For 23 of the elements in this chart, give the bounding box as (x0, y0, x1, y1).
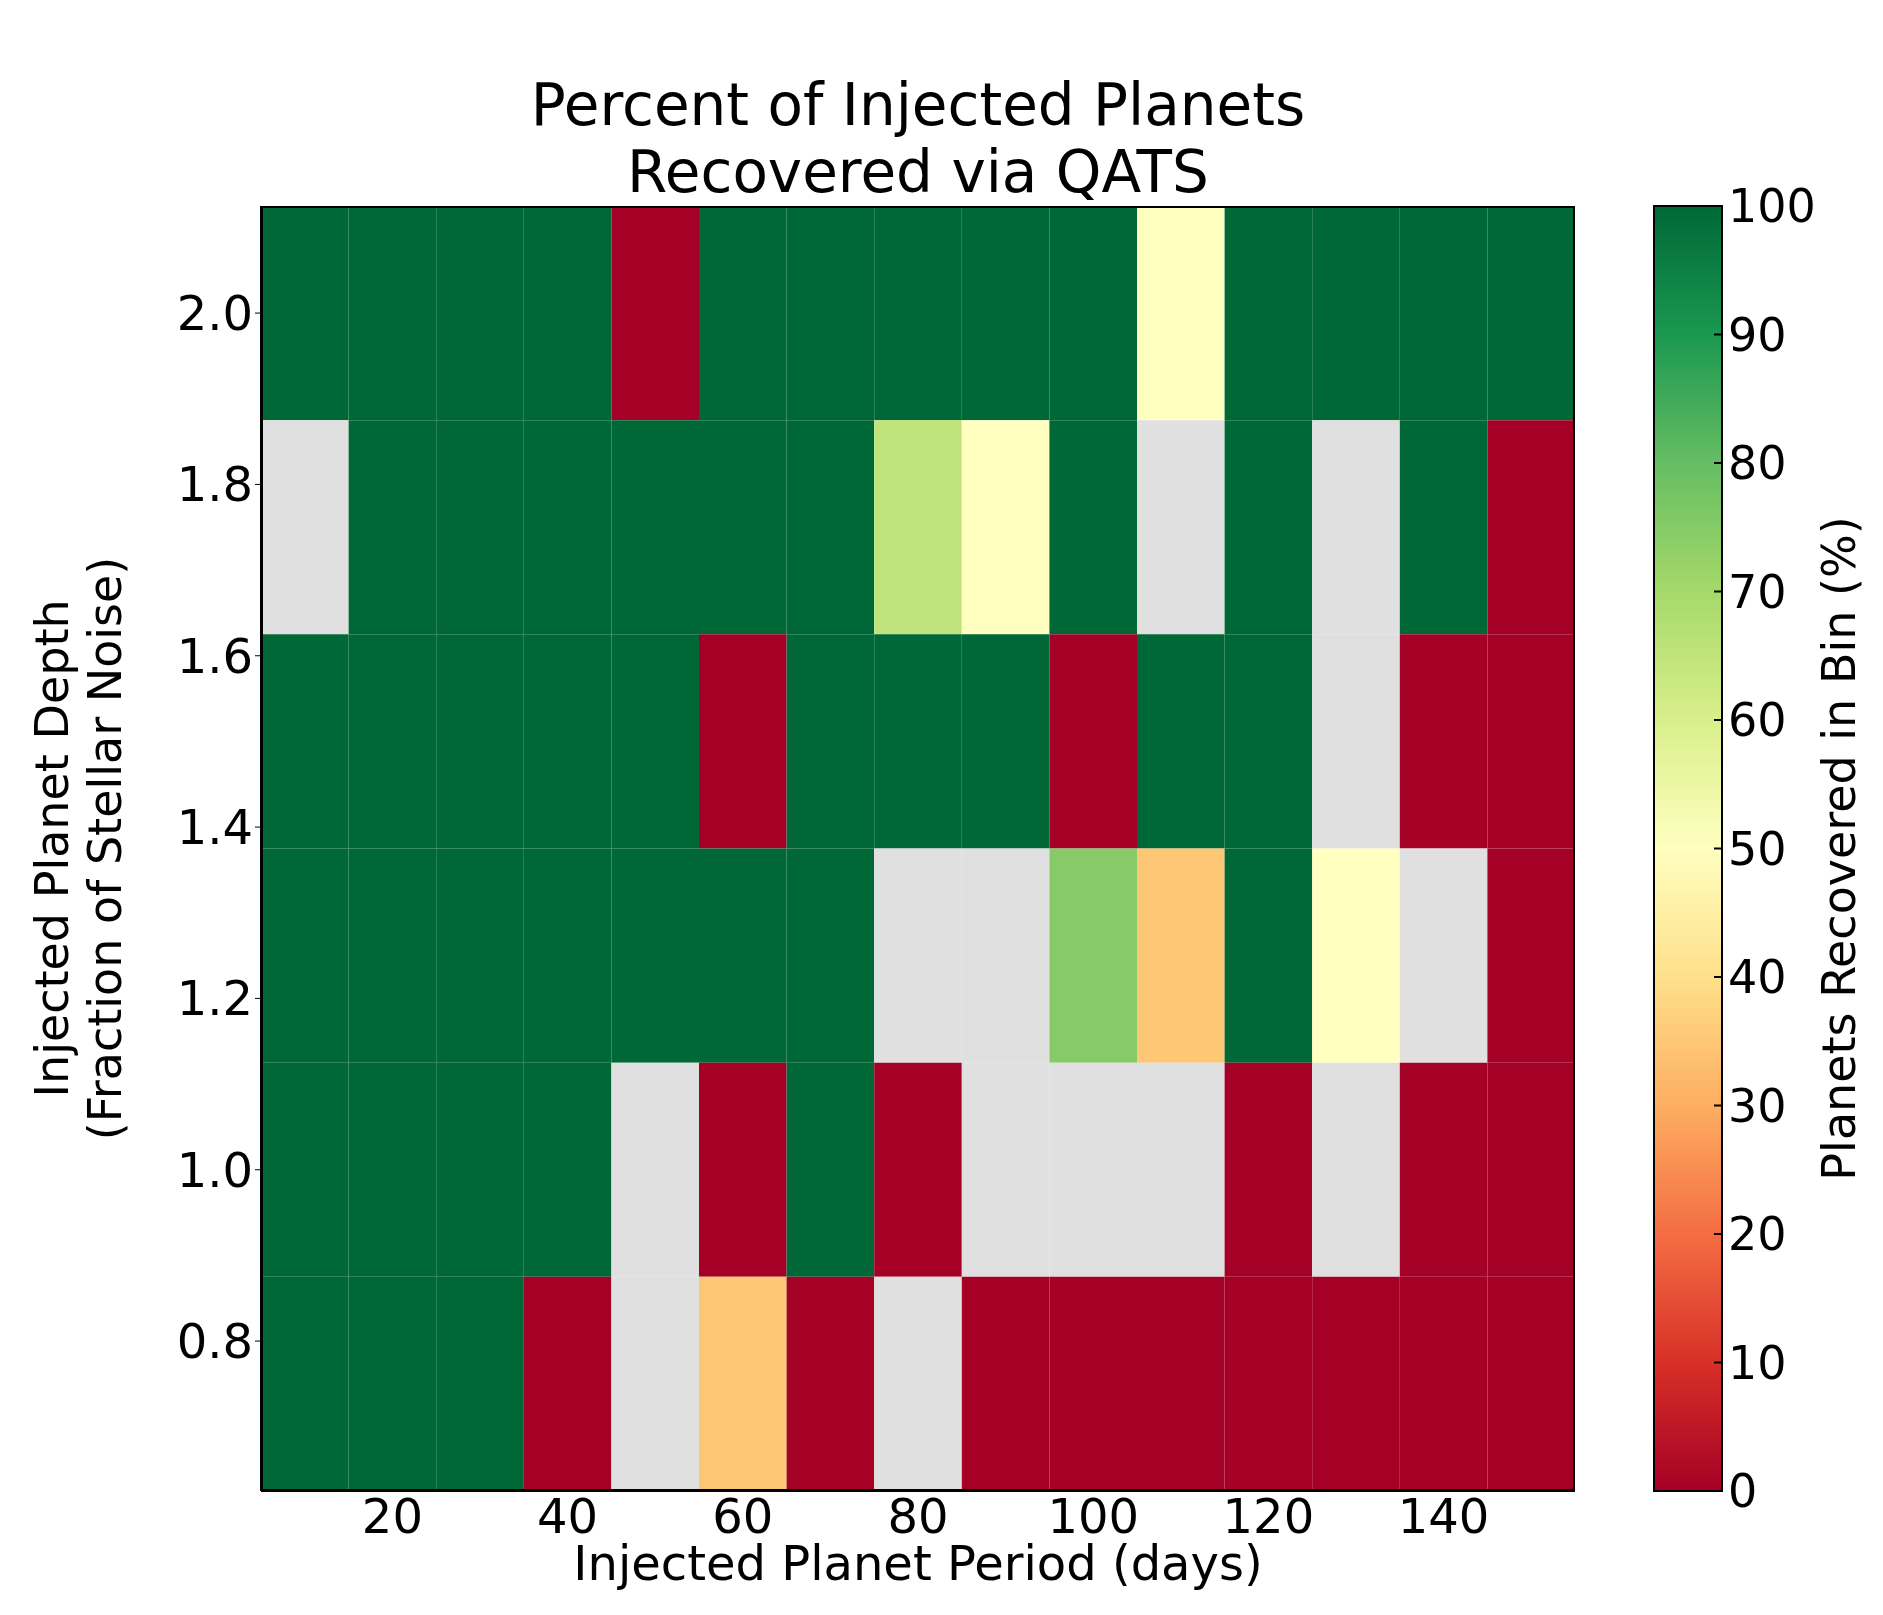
y-tick-label: 1.6 (176, 627, 253, 684)
color-bar-label: 100 (1728, 179, 1816, 233)
x-tick-label: 140 (1397, 1488, 1490, 1545)
color-bar-label: 90 (1728, 307, 1787, 362)
y-tick-label: 1.0 (176, 1141, 253, 1198)
color-bar-label: 40 (1728, 950, 1787, 1004)
y-tick-label: 1.4 (176, 799, 253, 856)
color-bar-title: Planets Recovered in Bin (%) (1812, 516, 1866, 1181)
color-bar-label: 20 (1728, 1207, 1787, 1261)
y-tick-label: 1.2 (176, 970, 253, 1027)
chart-title: Percent of Injected Planets Recovered via QATS (530, 71, 1306, 206)
y-tick-label: 1.8 (176, 456, 253, 513)
color-bar-label: 0 (1728, 1464, 1758, 1518)
y-axis-title: Injected Planet Depth (Fraction of Stellar Noise) (25, 556, 132, 1141)
y-tick-label: 2.0 (176, 285, 253, 342)
color-bar-label: 10 (1728, 1335, 1787, 1390)
y-tick-label: 0.8 (176, 1313, 253, 1370)
color-bar-label: 60 (1728, 693, 1787, 747)
color-bar-label: 70 (1728, 564, 1787, 619)
color-bar-label: 80 (1728, 436, 1787, 490)
x-tick-label: 20 (361, 1488, 423, 1545)
color-bar-label: 30 (1728, 1078, 1787, 1133)
color-bar-label: 50 (1728, 821, 1787, 876)
